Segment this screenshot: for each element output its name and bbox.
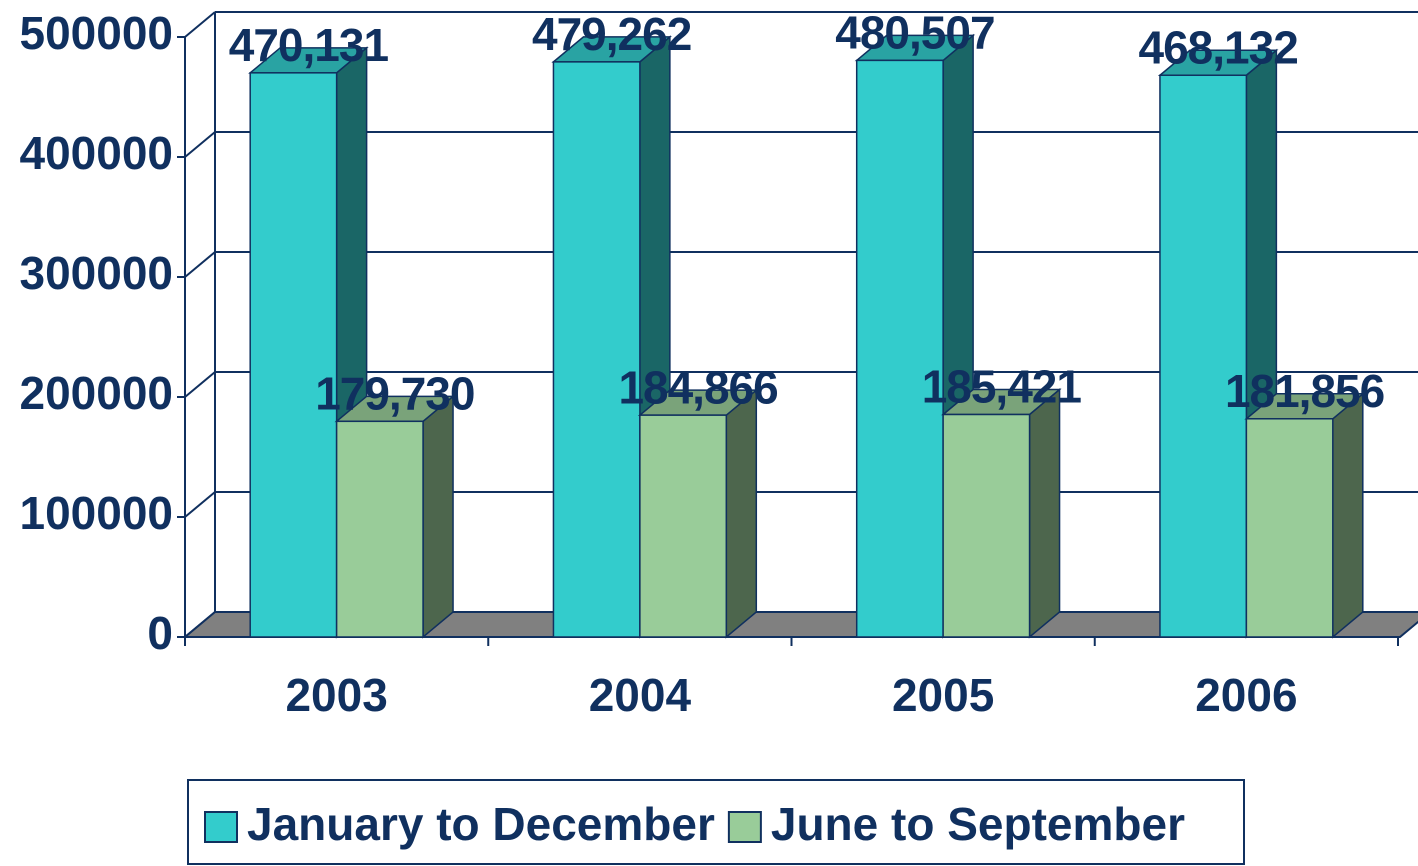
grid-line-side <box>184 371 216 398</box>
legend-swatch <box>204 811 238 843</box>
data-label: 185,421 <box>922 361 1082 413</box>
x-tick-label: 2006 <box>1195 669 1297 721</box>
grid-line-side <box>184 11 216 38</box>
legend-label: January to December <box>247 798 715 850</box>
x-tick-label: 2005 <box>892 669 994 721</box>
data-label: 470,131 <box>229 19 389 71</box>
bar-front <box>1159 74 1248 638</box>
x-tick-label: 2003 <box>285 669 387 721</box>
bar-side <box>1332 392 1364 639</box>
y-tick-label: 500000 <box>20 7 174 59</box>
bar <box>1157 48 1279 639</box>
y-tick-label: 100000 <box>20 487 174 539</box>
bar <box>637 388 759 639</box>
data-label: 179,730 <box>315 367 474 419</box>
bar-front <box>335 420 424 638</box>
legend-swatch <box>727 811 762 843</box>
grid-line-side <box>184 491 216 518</box>
bar-front <box>855 59 944 638</box>
legend-label: June to September <box>771 798 1185 850</box>
x-tick-label: 2004 <box>589 669 692 721</box>
legend-box <box>187 779 1245 865</box>
bar-front <box>1245 418 1334 638</box>
bar-side <box>422 394 454 639</box>
y-tick-label: 400000 <box>20 127 174 179</box>
data-label: 184,866 <box>618 361 777 413</box>
y-tick-label: 200000 <box>20 367 174 419</box>
bar-front <box>552 61 641 638</box>
bar-front <box>639 414 728 638</box>
bar-front <box>942 413 1031 638</box>
data-label: 479,262 <box>532 8 691 60</box>
y-tick-label: 300000 <box>20 247 174 299</box>
bar <box>334 394 456 639</box>
data-label: 468,132 <box>1139 21 1298 73</box>
bar-front <box>249 72 338 638</box>
y-tick-label: 0 <box>147 607 173 659</box>
legend: January to December June to September <box>187 779 1245 865</box>
data-label: 181,856 <box>1225 365 1384 417</box>
bar <box>248 46 369 639</box>
grid-line-side <box>184 251 216 278</box>
bar <box>941 387 1062 639</box>
data-label: 480,507 <box>835 7 994 59</box>
grid-line-side <box>184 131 216 158</box>
bar <box>1244 392 1365 639</box>
bar-side <box>725 388 758 639</box>
bar-side <box>1028 387 1061 639</box>
